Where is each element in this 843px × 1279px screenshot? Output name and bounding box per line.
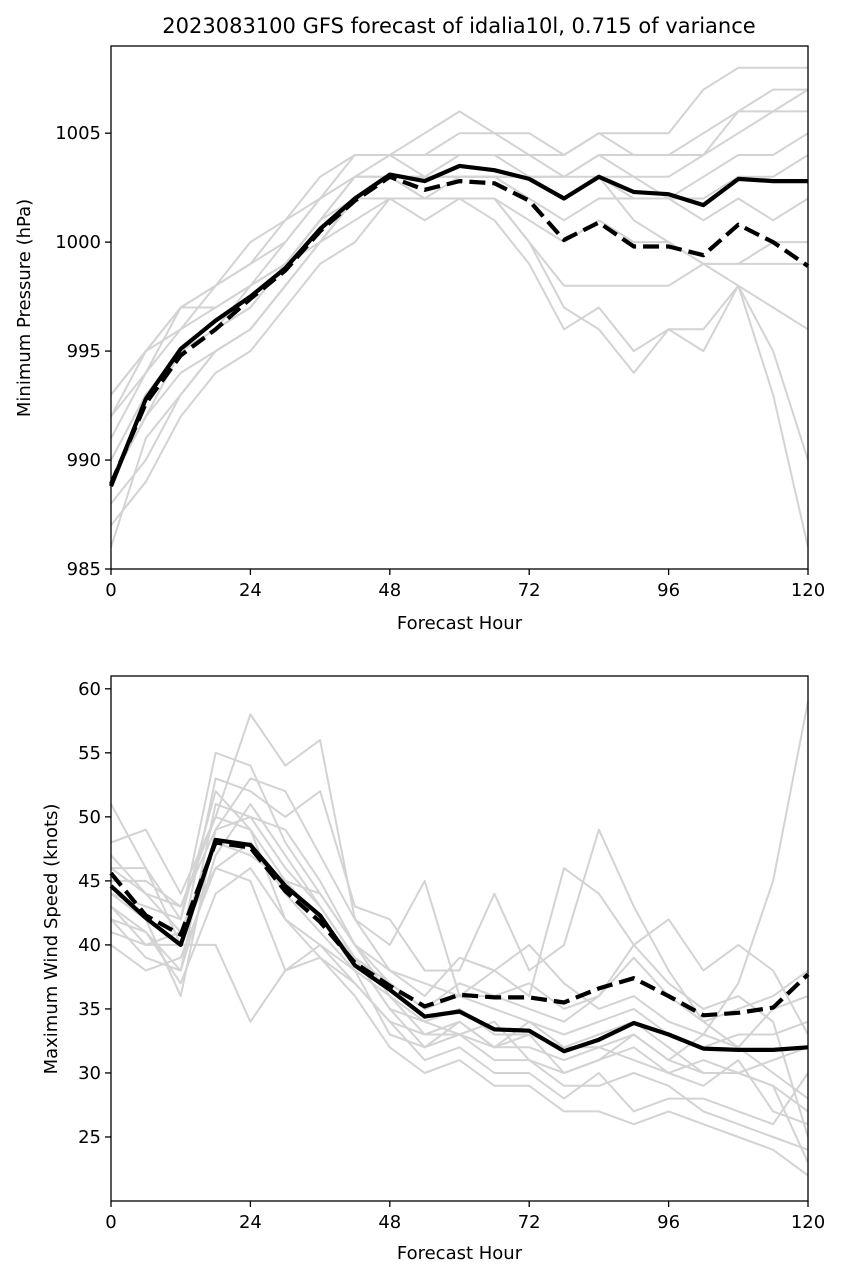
dashed-series-line [109,174,810,485]
y-tick-label: 40 [78,935,101,956]
x-tick-label: 120 [791,580,825,601]
ensemble-member-line [110,88,808,396]
y-ticks: 25 30 35 40 45 50 55 60 [78,679,111,1148]
ensemble-member-line [110,867,809,1113]
chart-title: 2023083100 GFS forecast of idalia10l, 0.… [162,14,755,38]
x-tick-label: 48 [378,580,401,601]
x-tick-label: 24 [239,580,262,601]
ensemble-member-line [110,867,809,1177]
ensemble-member-line [110,175,809,548]
x-tick-label: 120 [791,1212,825,1233]
series-lines [109,163,810,487]
x-tick-label: 24 [239,1212,262,1233]
pressure-panel: 2023083100 GFS forecast of idalia10l, 0.… [14,14,825,634]
ensemble-member-line [110,803,809,1126]
wind-panel: 0 24 48 72 96 120 25 30 35 40 45 50 55 60 Forecast H… [41,675,825,1264]
ensemble-member-line [110,66,808,396]
x-tick-label: 72 [518,1212,541,1233]
x-ticks: 0 24 48 72 96 120 [105,569,825,601]
x-axis-label: Forecast Hour [397,613,523,634]
x-axis-label: Forecast Hour [397,1243,523,1264]
x-tick-label: 0 [105,1212,116,1233]
y-ticks: 985 990 995 1000 1005 [55,123,111,580]
y-tick-label: 35 [78,999,101,1020]
x-tick-label: 72 [518,580,541,601]
x-ticks: 0 24 48 72 96 120 [105,1201,825,1233]
x-tick-label: 0 [105,580,116,601]
y-tick-label: 1000 [55,232,101,253]
ensemble-member-line [110,175,809,417]
y-axis-label: Maximum Wind Speed (knots) [41,804,62,1075]
y-tick-label: 985 [67,559,101,580]
y-tick-label: 995 [67,341,101,362]
ensemble-members [110,701,809,1177]
y-tick-label: 30 [78,1063,101,1084]
y-tick-label: 45 [78,871,101,892]
y-tick-label: 25 [78,1127,101,1148]
ensemble-member-line [110,197,809,548]
ensemble-member-line [110,931,809,1126]
y-tick-label: 55 [78,743,101,764]
ensemble-members [110,66,809,548]
x-tick-label: 48 [378,1212,401,1233]
y-tick-label: 990 [67,450,101,471]
x-tick-label: 96 [657,1212,680,1233]
ensemble-member-line [110,110,808,439]
axes-frame [110,45,809,570]
y-axis-label: Minimum Pressure (hPa) [14,199,35,417]
solid-series-line [109,837,809,1054]
y-tick-label: 60 [78,679,101,700]
ensemble-member-line [110,701,809,1036]
ensemble-member-line [110,197,808,483]
ensemble-member-line [110,815,809,1023]
x-tick-label: 96 [657,580,680,601]
ensemble-member-line [111,777,809,1100]
series-lines [109,837,810,1054]
dashed-series-line [109,840,810,1018]
y-tick-label: 1005 [55,123,101,144]
axes-frame [110,675,809,1202]
solid-series-line [109,163,808,487]
y-tick-label: 50 [78,807,101,828]
ensemble-member-line [110,841,809,1074]
ensemble-member-line [110,713,809,1035]
